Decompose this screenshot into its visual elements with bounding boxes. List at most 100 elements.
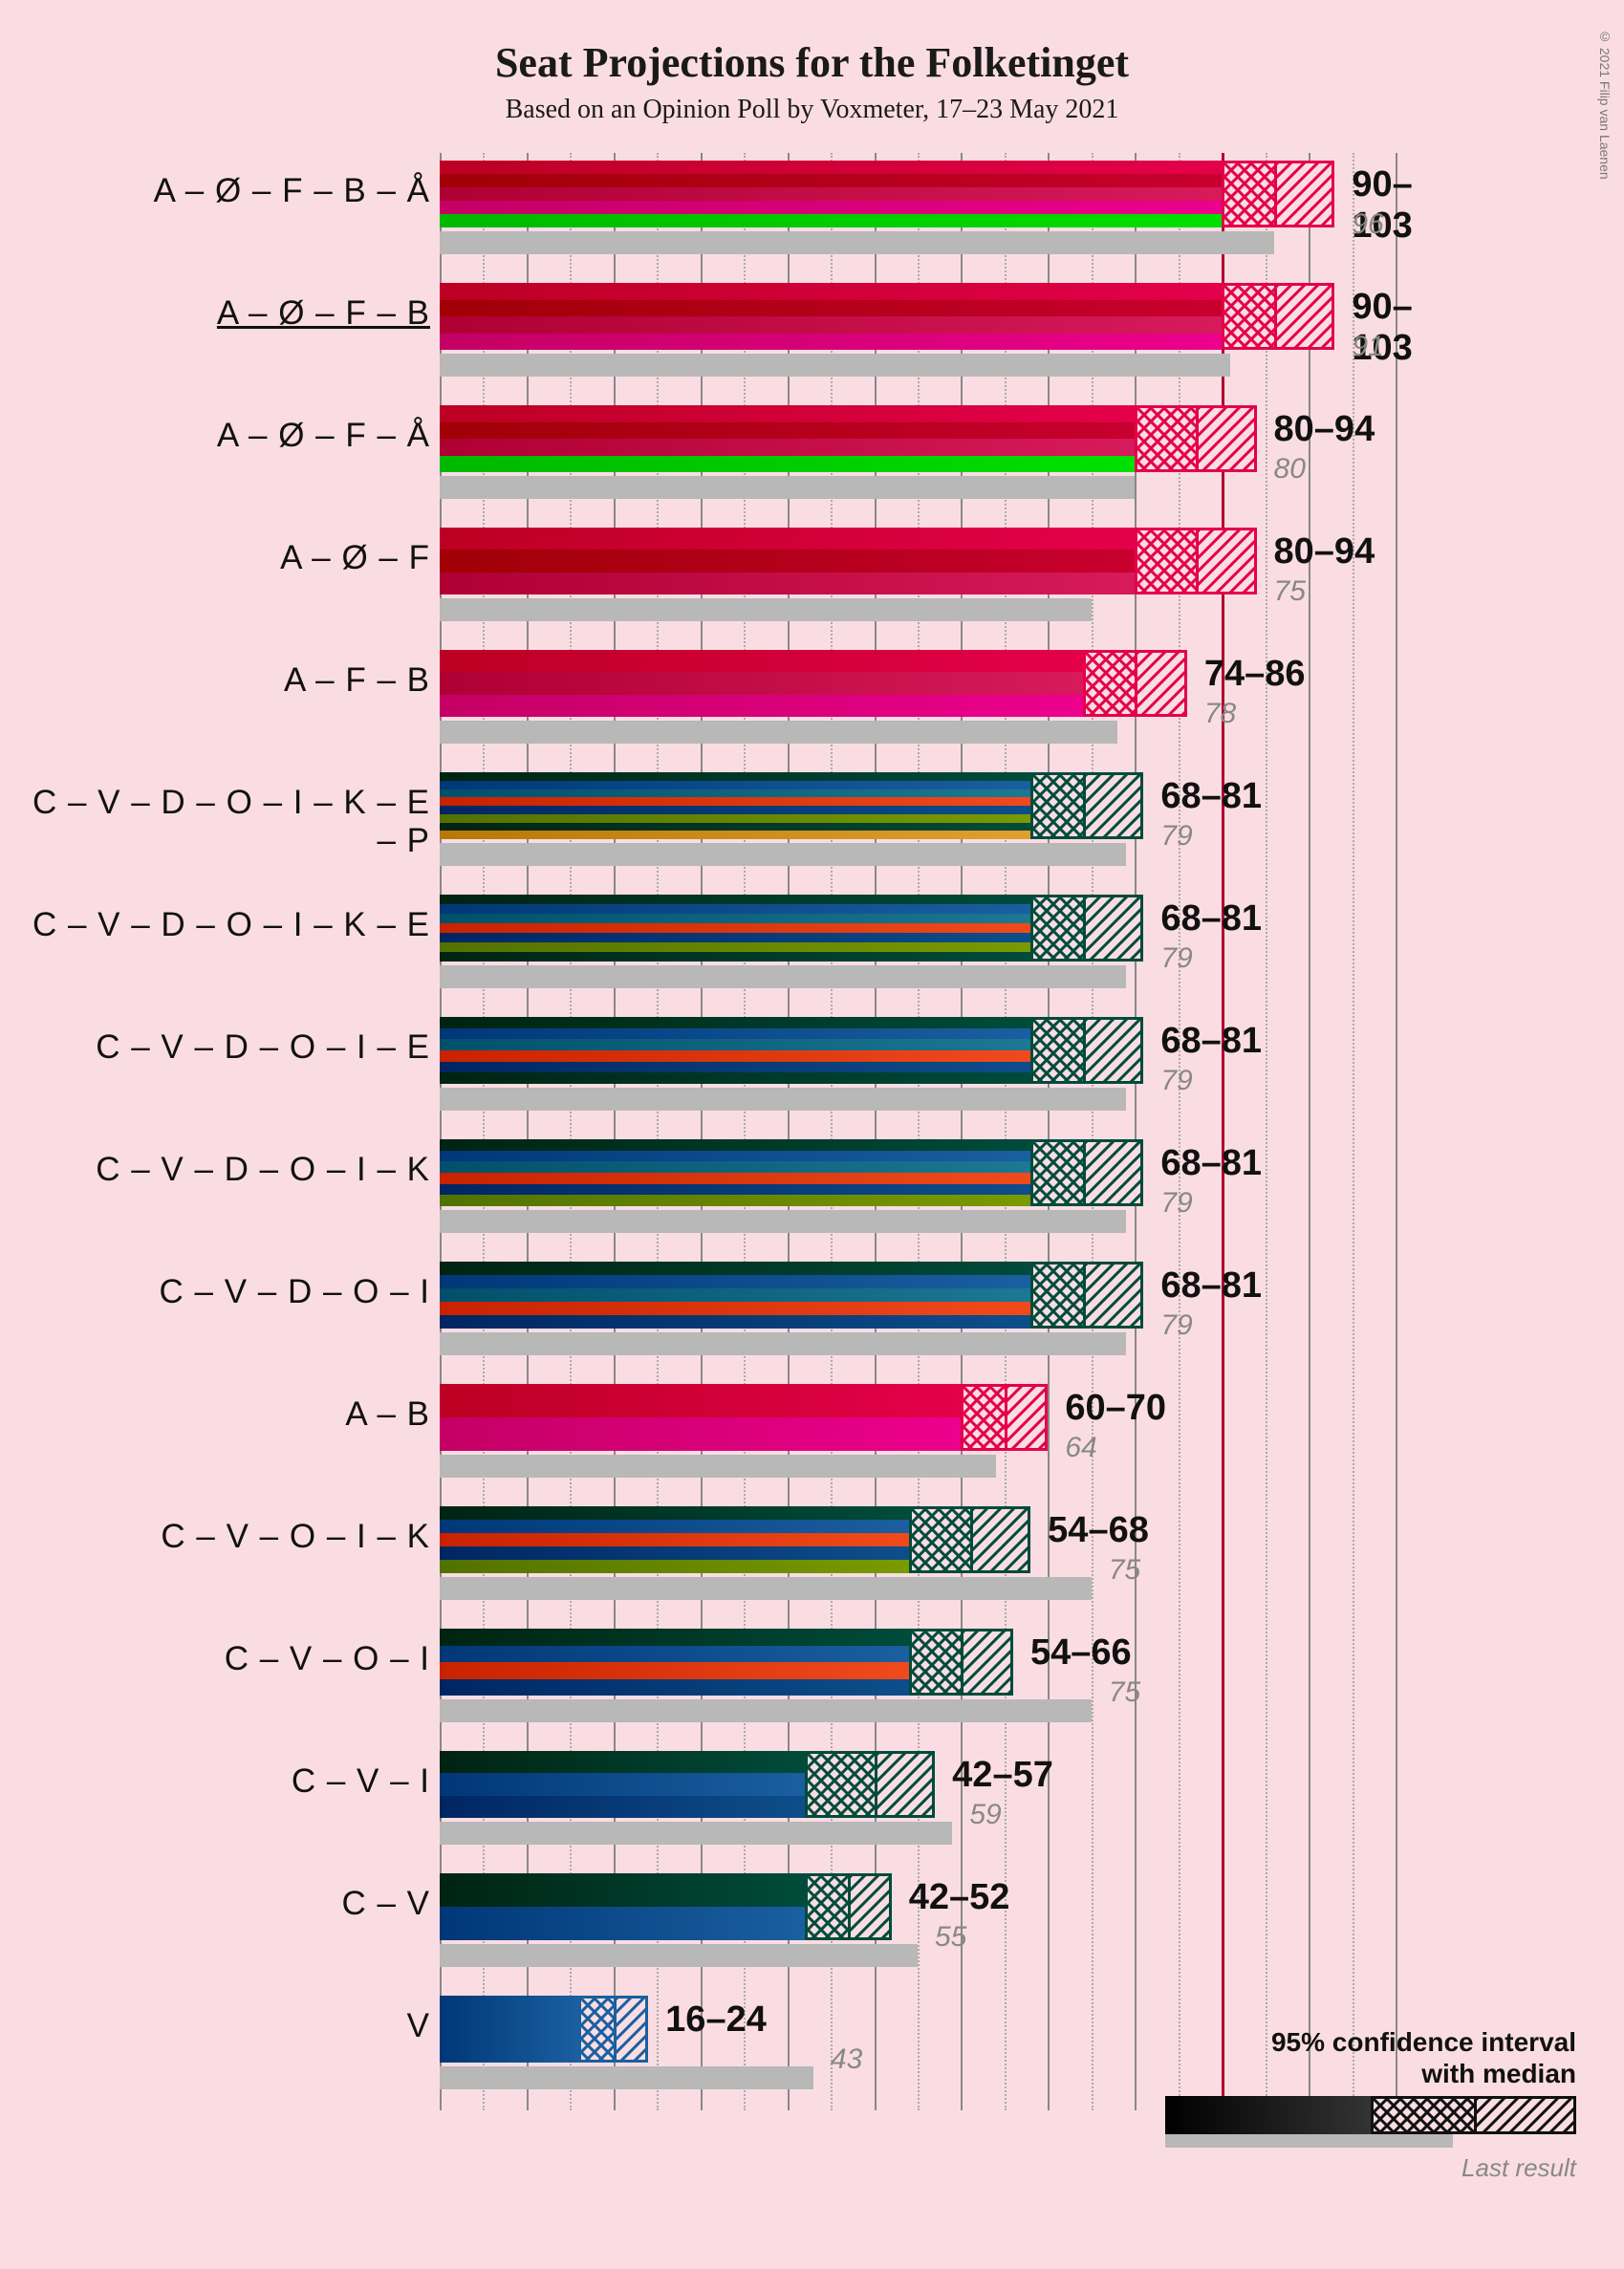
last-result-bar	[440, 2066, 813, 2089]
party-stripe	[440, 1520, 909, 1533]
coalition-row: C – V – D – O – I – K – E68–8179	[440, 887, 1396, 992]
last-result-value-label: 59	[969, 1799, 1001, 1831]
coalition-label: C – V – D – O – I – E	[10, 1028, 430, 1067]
legend-last-result-bar	[1165, 2134, 1453, 2148]
last-result-bar	[440, 1944, 918, 1967]
party-stripe	[440, 904, 1030, 914]
party-stripe	[440, 797, 1030, 806]
party-stripe	[440, 456, 1135, 473]
party-stripe	[440, 695, 1083, 717]
last-result-value-label: 96	[1352, 208, 1383, 241]
range-value-label: 54–66	[1030, 1632, 1132, 1674]
coalition-row: C – V – O – I – K54–6875	[440, 1499, 1396, 1604]
party-stripe	[440, 831, 1030, 839]
last-result-bar	[440, 1088, 1126, 1111]
confidence-interval-med-high	[1083, 895, 1144, 962]
party-stripe	[440, 214, 1222, 227]
last-result-value-label: 43	[831, 2043, 862, 2076]
coalition-label: C – V – D – O – I – K – E	[10, 906, 430, 944]
last-result-bar	[440, 354, 1230, 377]
last-result-bar	[440, 1822, 952, 1845]
coalition-label: C – V	[10, 1885, 430, 1923]
gridline	[1396, 153, 1397, 2110]
party-stripe	[440, 1315, 1030, 1329]
confidence-interval-low-med	[909, 1629, 962, 1696]
coalition-row: C – V – O – I54–6675	[440, 1621, 1396, 1726]
coalition-label: A – F – B	[10, 661, 430, 700]
legend-sample-bar	[1165, 2096, 1576, 2150]
coalition-label: C – V – D – O – I – K	[10, 1151, 430, 1189]
coalition-row: C – V42–5255	[440, 1866, 1396, 1971]
party-stripe	[440, 1506, 909, 1520]
party-stripe	[440, 187, 1222, 201]
last-result-value-label: 75	[1109, 1554, 1140, 1587]
party-stripe	[440, 283, 1222, 300]
last-result-value-label: 79	[1160, 1065, 1192, 1097]
chart-legend: 95% confidence interval with median Last…	[1165, 2026, 1576, 2183]
coalition-label: C – V – O – I	[10, 1640, 430, 1678]
party-stripe	[440, 161, 1222, 174]
confidence-interval-med-high	[1196, 405, 1257, 472]
party-stripe	[440, 1195, 1030, 1206]
confidence-interval-low-med	[1030, 1017, 1083, 1084]
confidence-interval-low-med	[909, 1506, 970, 1573]
confidence-interval-med-high	[970, 1506, 1031, 1573]
party-stripe	[440, 1161, 1030, 1173]
last-result-value-label: 75	[1274, 575, 1306, 608]
coalition-label: A – Ø – F	[10, 539, 430, 577]
party-stripe	[440, 1184, 1030, 1196]
confidence-interval-low-med	[1030, 895, 1083, 962]
party-stripe	[440, 1560, 909, 1573]
last-result-bar	[440, 1699, 1092, 1722]
coalition-label: C – V – I	[10, 1762, 430, 1801]
last-result-bar	[440, 1577, 1092, 1600]
party-stripe	[440, 1533, 909, 1546]
last-result-value-label: 79	[1160, 1309, 1192, 1342]
coalition-row: A – Ø – F – B – Å90–10396	[440, 153, 1396, 258]
party-stripe	[440, 1173, 1030, 1184]
last-result-value-label: 79	[1160, 820, 1192, 853]
coalition-label: A – B	[10, 1395, 430, 1434]
last-result-value-label: 75	[1109, 1676, 1140, 1709]
confidence-interval-low-med	[578, 1996, 613, 2063]
last-result-bar	[440, 476, 1135, 499]
last-result-value-label: 55	[935, 1921, 966, 1954]
confidence-interval-low-med	[1030, 772, 1083, 839]
confidence-interval-med-high	[1083, 1262, 1144, 1329]
party-stripe	[440, 1302, 1030, 1315]
last-result-value-label: 78	[1204, 698, 1236, 730]
party-stripe	[440, 1017, 1030, 1028]
party-stripe	[440, 952, 1030, 962]
coalition-row: A – B60–7064	[440, 1376, 1396, 1481]
range-value-label: 68–81	[1160, 1265, 1262, 1307]
party-stripe	[440, 316, 1222, 334]
coalition-row: A – Ø – F80–9475	[440, 520, 1396, 625]
last-result-bar	[440, 231, 1274, 254]
party-stripe	[440, 1546, 909, 1560]
confidence-interval-low-med	[1083, 650, 1136, 717]
party-stripe	[440, 672, 1083, 694]
party-stripe	[440, 1028, 1030, 1040]
last-result-value-label: 79	[1160, 942, 1192, 975]
confidence-interval-med-high	[1274, 283, 1335, 350]
chart-plot-area: A – Ø – F – B – Å90–10396A – Ø – F – B90…	[440, 153, 1396, 2110]
party-stripe	[440, 201, 1222, 214]
party-stripe	[440, 814, 1030, 823]
party-stripe	[440, 895, 1030, 904]
range-value-label: 60–70	[1065, 1388, 1166, 1429]
party-stripe	[440, 1996, 578, 2063]
confidence-interval-med-high	[848, 1873, 891, 1940]
party-stripe	[440, 1139, 1030, 1151]
confidence-interval-low-med	[805, 1873, 848, 1940]
party-stripe	[440, 933, 1030, 942]
party-stripe	[440, 1039, 1030, 1050]
coalition-label: A – Ø – F – B – Å	[10, 172, 430, 210]
party-stripe	[440, 405, 1135, 422]
party-stripe	[440, 789, 1030, 798]
party-stripe	[440, 573, 1135, 594]
coalition-label: A – Ø – F – B	[10, 294, 430, 333]
confidence-interval-low-med	[961, 1384, 1004, 1451]
range-value-label: 68–81	[1160, 898, 1262, 940]
last-result-bar	[440, 721, 1117, 744]
range-value-label: 42–52	[909, 1877, 1010, 1918]
